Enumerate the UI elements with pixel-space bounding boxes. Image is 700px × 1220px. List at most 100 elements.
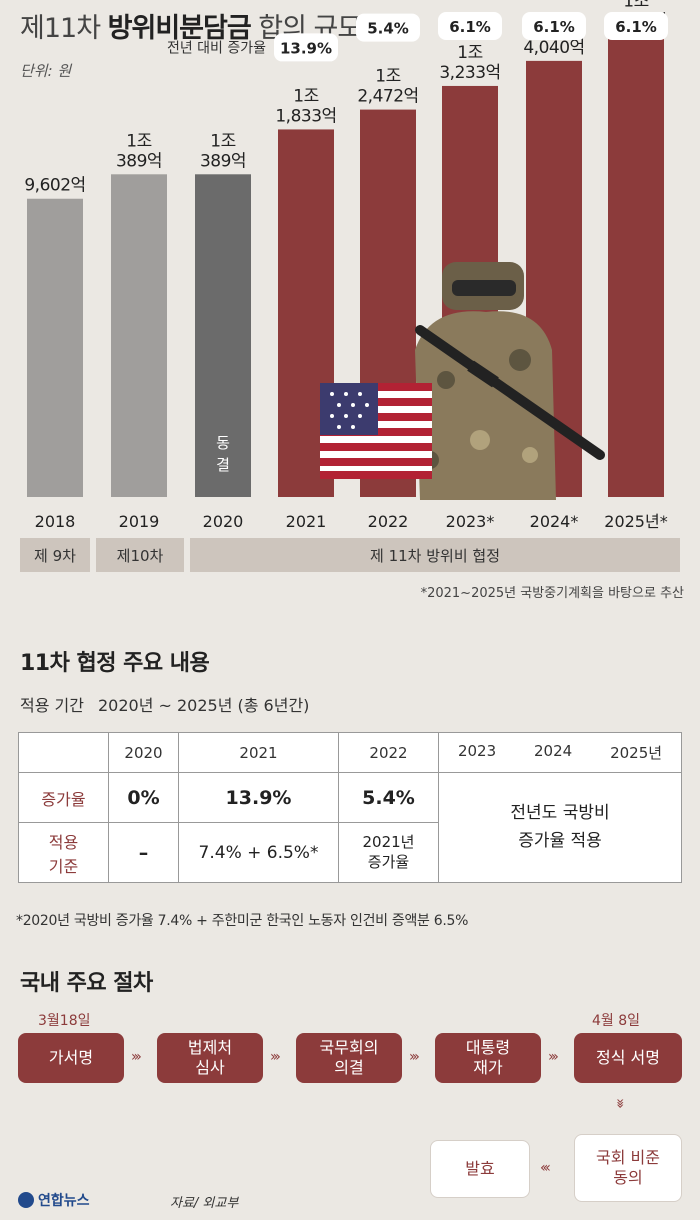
row-label-basis: 적용 기준: [18, 822, 109, 883]
yonhap-logo-text: 연합뉴스: [38, 1193, 90, 1209]
growth-bubble: [522, 12, 586, 40]
agreement-table: 2020 2021 2022 2023 2024 2025년 증가율 0% 13…: [18, 732, 682, 883]
later-line-1: 전년도 국방비: [510, 803, 610, 824]
step-president-approval: 대통령 재가: [435, 1033, 541, 1083]
col-later: 2023 2024 2025년: [438, 732, 682, 773]
value-label: 4,040억: [523, 38, 584, 58]
basis-2020: –: [108, 822, 179, 883]
x-tick-label: 2020: [203, 512, 244, 531]
later-line-2: 증가율 적용: [518, 830, 602, 851]
step-cabinet-resolution-1: 국무회의: [319, 1038, 379, 1057]
bar-chart: 9,602억20181조389억20191조389억20201조1,833억20…: [24, 0, 668, 531]
growth-rate-label: 6.1%: [615, 18, 657, 36]
growth-rate-label: 6.1%: [449, 18, 491, 36]
growth-bubble: [604, 12, 668, 40]
bar-2018: [27, 198, 83, 498]
step-effect-label: 발효: [465, 1159, 495, 1178]
later-years-cell: 전년도 국방비 증가율 적용: [438, 772, 682, 883]
rate-2020: 0%: [108, 772, 179, 823]
step-president-approval-2: 재가: [473, 1058, 503, 1077]
basis-2021: 7.4% + 6.5%*: [178, 822, 339, 883]
x-tick-label: 2024*: [530, 512, 579, 531]
growth-rate-label: 13.9%: [280, 39, 332, 57]
rate-2021: 13.9%: [178, 772, 339, 823]
arrow-down: ›››: [611, 1098, 628, 1106]
col-2023: 2023: [457, 742, 497, 760]
x-tick-label: 2021: [286, 512, 327, 531]
labels-layer: 9,602억20181조389억20191조389억20201조1,833억20…: [24, 0, 668, 531]
bar-2025년*: [608, 34, 664, 497]
section-title-agreement: 11차 협정 주요 내용: [20, 651, 210, 676]
step-initial-sign: 가서명: [18, 1033, 124, 1083]
row-label-basis-2: 기준: [48, 856, 79, 876]
step-formal-sign: 정식 서명: [574, 1033, 682, 1083]
value-label: 389억: [200, 151, 246, 171]
bar-2019: [111, 174, 167, 497]
bar-2020: [195, 174, 251, 497]
chart-footnote: *2021~2025년 국방중기계획을 바탕으로 추산: [420, 586, 684, 601]
page-title: 제11차 방위비분담금 합의 규모: [20, 13, 362, 44]
growth-bubble: [438, 12, 502, 40]
us-flag-illustration: [320, 383, 432, 479]
row-label-basis-1: 적용: [48, 832, 79, 852]
col-2025: 2025년: [610, 744, 663, 762]
agreement-10th: 제10차: [96, 538, 184, 572]
period-line: 적용 기간 2020년 ~ 2025년 (총 6년간): [20, 692, 309, 716]
growth-bubble: [356, 13, 420, 42]
agreement-11th: 제 11차 방위비 협정: [190, 538, 680, 572]
frozen-label: 동: [216, 434, 230, 452]
step-national-assembly: 국회 비준 동의: [574, 1134, 682, 1202]
value-label: 1조: [210, 131, 235, 151]
step-initial-sign-label: 가서명: [48, 1048, 94, 1067]
soldier-illustration: [415, 262, 605, 500]
step-effect: 발효: [430, 1140, 530, 1198]
step-legislation-review-1: 법제처: [187, 1038, 233, 1057]
value-label: 3,233억: [439, 63, 500, 83]
growth-caption: 전년 대비 증가율: [167, 40, 266, 56]
yonhap-logo-icon: [18, 1192, 34, 1208]
arrow-3: ›››: [409, 1049, 420, 1065]
unit-label: 단위: 원: [20, 62, 72, 80]
arrow-left: ‹‹‹: [540, 1160, 551, 1176]
x-tick-label: 2025년*: [604, 512, 667, 531]
step-cabinet-resolution: 국무회의 의결: [296, 1033, 402, 1083]
step-national-assembly-2: 동의: [613, 1168, 643, 1187]
frozen-label: 결: [216, 456, 230, 474]
col-2024: 2024: [534, 742, 573, 760]
period-value: 2020년 ~ 2025년 (총 6년간): [97, 696, 310, 715]
x-tick-label: 2019: [119, 512, 160, 531]
value-label: 1조: [126, 131, 151, 151]
date-formal-sign: 4월 8일: [592, 1013, 641, 1029]
basis-2022-2: 증가율: [367, 852, 410, 871]
col-2020: 2020: [108, 732, 179, 773]
arrow-4: ›››: [548, 1049, 559, 1065]
source-label: 자료/ 외교부: [170, 1196, 239, 1211]
value-label: 2,472억: [357, 87, 418, 107]
x-tick-label: 2018: [35, 512, 76, 531]
value-label: 9,602억: [24, 176, 85, 196]
agreement-9th: 제 9차: [20, 538, 90, 572]
value-label: 1조: [623, 0, 648, 11]
growth-rate-label: 6.1%: [533, 18, 575, 36]
date-initial-sign: 3월18일: [38, 1013, 91, 1029]
value-label: 389억: [116, 151, 162, 171]
col-2022: 2022: [338, 732, 439, 773]
step-formal-sign-label: 정식 서명: [596, 1048, 660, 1067]
period-label: 적용 기간: [20, 696, 84, 715]
table-footnote: *2020년 국방비 증가율 7.4% + 주한미군 한국인 노동자 인건비 증…: [16, 913, 469, 929]
arrow-1: ›››: [131, 1049, 142, 1065]
row-label-rate: 증가율: [18, 772, 109, 823]
growth-rate-label: 5.4%: [367, 20, 409, 38]
value-label: 1조: [457, 43, 482, 63]
step-legislation-review-2: 심사: [195, 1058, 225, 1077]
section-title-procedure: 국내 주요 절차: [20, 971, 153, 996]
value-label: 1조: [293, 86, 318, 106]
x-tick-label: 2023*: [446, 512, 495, 531]
rate-2022: 5.4%: [338, 772, 439, 823]
step-cabinet-resolution-2: 의결: [334, 1058, 364, 1077]
value-label: 1조: [375, 67, 400, 87]
step-legislation-review: 법제처 심사: [157, 1033, 263, 1083]
table-corner: [18, 732, 109, 773]
step-national-assembly-1: 국회 비준: [596, 1148, 660, 1167]
growth-bubble: [274, 33, 338, 62]
